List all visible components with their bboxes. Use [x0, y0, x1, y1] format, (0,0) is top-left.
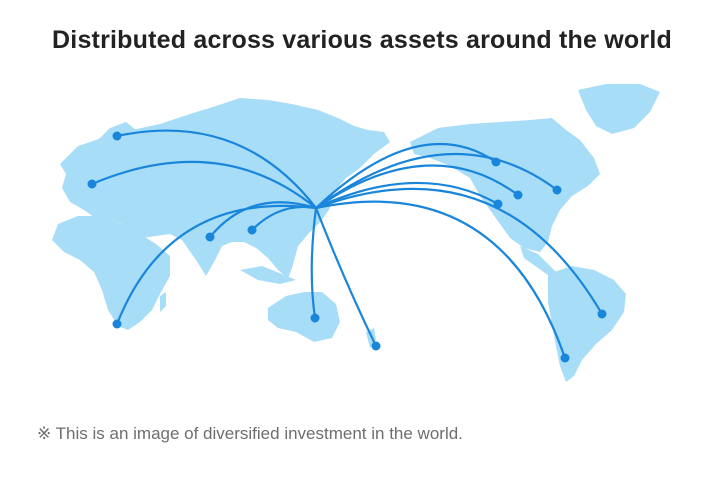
marker-north-america-west [491, 157, 501, 167]
world-map [0, 70, 724, 390]
australia-landmass [268, 292, 340, 342]
route-north-america-central [314, 164, 520, 210]
marker-south-africa [112, 319, 122, 329]
route-north-america-west [314, 142, 498, 210]
route-south-africa [115, 204, 318, 326]
route-brazil [314, 187, 604, 316]
marker-southeast-asia [247, 225, 257, 235]
route-western-europe [90, 160, 318, 210]
marker-india [205, 232, 215, 242]
landmasses [52, 84, 660, 382]
route-argentina [314, 200, 567, 360]
marker-brazil [597, 309, 607, 319]
investment-routes [90, 129, 604, 360]
route-australia [310, 206, 318, 320]
route-northern-europe [115, 129, 318, 210]
destination-markers [87, 131, 607, 363]
central-america-landmass [520, 246, 560, 278]
disclaimer-note: ※ This is an image of diversified invest… [37, 424, 463, 443]
route-new-zealand [314, 206, 378, 348]
page-title: Distributed across various assets around… [52, 26, 672, 54]
indonesia-landmass [240, 266, 296, 284]
marker-northern-europe [112, 131, 122, 141]
route-north-america-east [314, 153, 559, 210]
route-india [208, 201, 318, 239]
world-map-graphic [52, 84, 660, 382]
route-north-america-south [314, 181, 500, 210]
marker-australia [310, 313, 320, 323]
greenland-landmass [578, 84, 660, 134]
eurasia-landmass [60, 98, 390, 278]
marker-western-europe [87, 179, 97, 189]
south-america-landmass [548, 266, 626, 382]
japan-landmass [310, 174, 330, 204]
route-southeast-asia [250, 205, 318, 232]
marker-north-america-central [513, 190, 523, 200]
marker-new-zealand [371, 341, 381, 351]
africa-landmass [52, 216, 170, 330]
marker-north-america-east [552, 185, 562, 195]
marker-north-america-south [493, 199, 503, 209]
madagascar-landmass [160, 292, 166, 312]
britain-landmass [70, 162, 86, 182]
marker-argentina [560, 353, 570, 363]
